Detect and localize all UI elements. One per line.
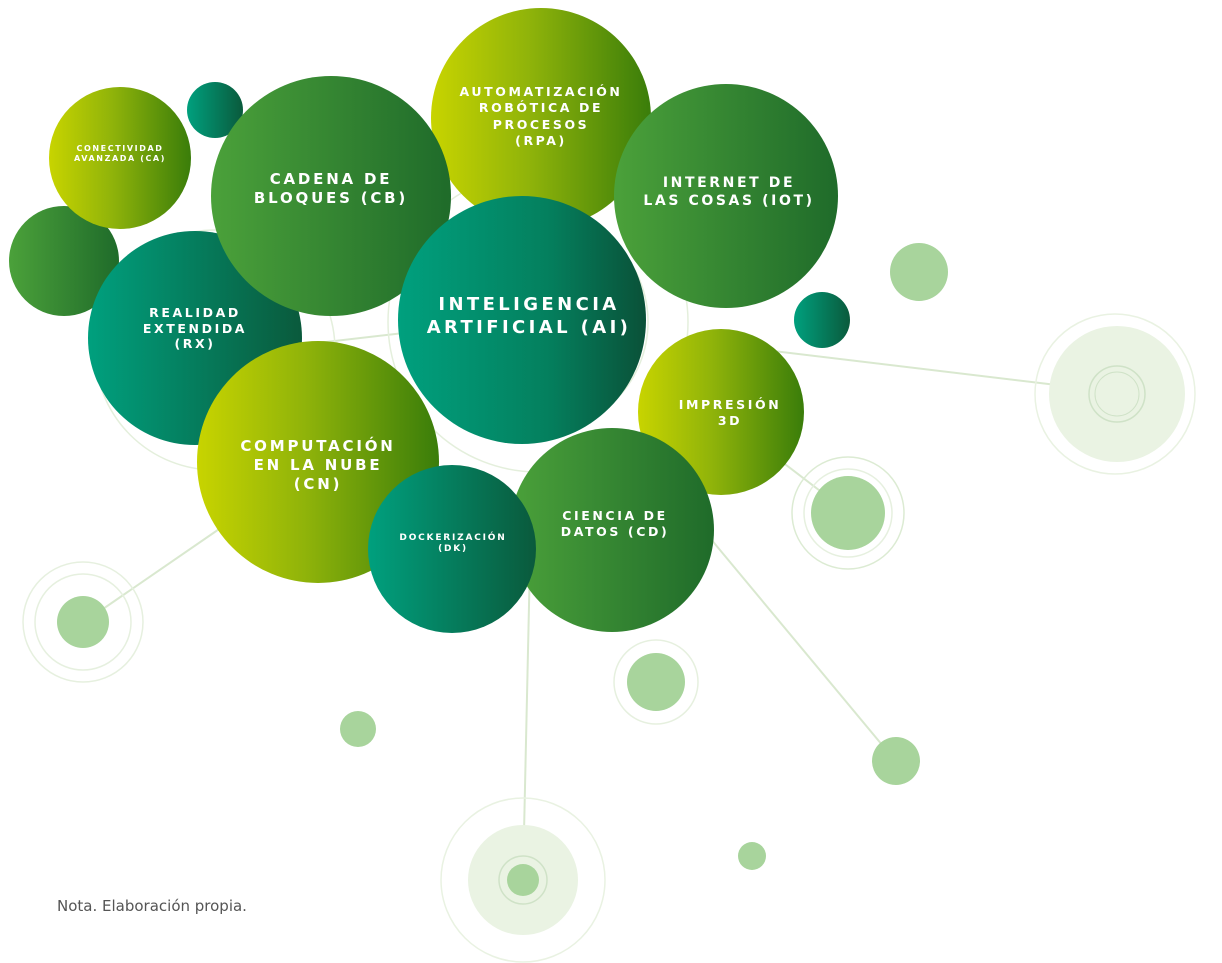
satellite-ring xyxy=(498,855,548,905)
satellite-dot xyxy=(890,243,948,301)
connector-line xyxy=(694,519,894,759)
bubble-rpa xyxy=(431,8,651,228)
connector-line xyxy=(83,524,226,623)
bubble-cb xyxy=(211,76,451,316)
label-iot: INTERNET DE LAS COSAS (IOT) xyxy=(643,175,815,209)
satellite-ring xyxy=(1094,371,1140,417)
label-cn: COMPUTACIÓN EN LA NUBE (CN) xyxy=(240,437,396,493)
satellite-ring xyxy=(440,797,606,963)
satellite-ring xyxy=(34,573,132,671)
satellite-dot xyxy=(627,653,685,711)
decorative-bubble xyxy=(187,82,243,138)
bubble-dk xyxy=(368,465,536,633)
satellite-dots xyxy=(22,243,1196,963)
satellite-ring xyxy=(803,468,893,558)
bubble-ca xyxy=(49,87,191,229)
label-rx: REALIDAD EXTENDIDA (RX) xyxy=(142,305,248,352)
satellite-ring xyxy=(22,561,144,683)
bubble-iot xyxy=(614,84,838,308)
label-ca: CONECTIVIDAD AVANZADA (CA) xyxy=(74,144,166,163)
satellite-dot xyxy=(340,711,376,747)
figure-note: Nota. Elaboración propia. xyxy=(57,897,247,915)
bubble-ai xyxy=(398,196,646,444)
satellite-halo xyxy=(1049,326,1185,462)
satellite-dot xyxy=(738,842,766,870)
label-i3d: IMPRESIÓN 3D xyxy=(678,397,782,428)
decorative-bubble xyxy=(794,292,850,348)
label-cd: CIENCIA DE DATOS (CD) xyxy=(560,508,670,539)
label-rpa: AUTOMATIZACIÓN ROBÓTICA DE PROCESOS (RPA… xyxy=(459,84,623,148)
satellite-dot xyxy=(507,864,539,896)
satellite-ring xyxy=(1088,365,1146,423)
bubble-i3d xyxy=(638,329,804,495)
label-cb: CADENA DE BLOQUES (CB) xyxy=(253,170,409,207)
satellite-ring xyxy=(791,456,905,570)
label-ai: INTELIGENCIA ARTIFICIAL (AI) xyxy=(426,294,632,338)
satellite-ring xyxy=(613,639,699,725)
satellite-ring xyxy=(1034,313,1196,475)
bubble-cd xyxy=(510,428,714,632)
satellite-dot xyxy=(57,596,109,648)
label-dk: DOCKERIZACIÓN (DK) xyxy=(399,533,507,555)
satellite-dot xyxy=(811,476,885,550)
connector-line xyxy=(522,559,531,879)
satellite-dot xyxy=(872,737,920,785)
decorative-bubble xyxy=(9,206,119,316)
